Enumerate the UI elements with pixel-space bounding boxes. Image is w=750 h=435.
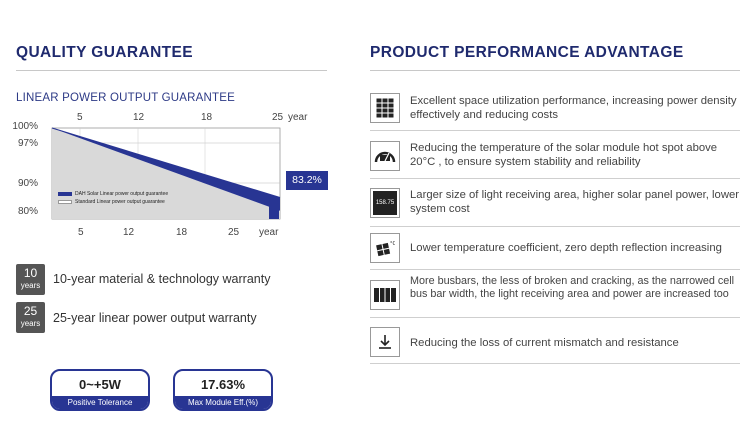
feature-divider [370, 226, 740, 227]
end-marker [269, 204, 279, 219]
svg-text:°C: °C [390, 241, 395, 247]
feature-text: Larger size of light receiving area, hig… [410, 189, 740, 215]
card-value: 0~+5W [79, 377, 121, 392]
badge-unit: years [20, 319, 41, 328]
badge-number: 25 [23, 304, 38, 318]
warranty-text-power: 25-year linear power output warranty [53, 311, 257, 325]
warranty-text-material: 10-year material & technology warranty [53, 272, 271, 286]
feature-text: More busbars, the less of broken and cra… [410, 275, 735, 300]
x-tick-bottom: 12 [123, 227, 135, 238]
legend-item-standard: Standard Linear power output guarantee [58, 198, 168, 206]
temperature-coefficient-icon: °C [370, 233, 400, 263]
feature-divider [370, 130, 740, 131]
temperature-gauge-icon [370, 141, 400, 171]
badge-number: 10 [23, 266, 38, 280]
x-unit-top: year [288, 112, 308, 123]
grid-panel-icon [370, 93, 400, 123]
legend-label: DAH Solar Linear power output guarantee [75, 191, 169, 197]
chart-legend: DAH Solar Linear power output guarantee … [58, 190, 168, 206]
x-tick-top: 25 [272, 112, 284, 123]
left-title-divider [16, 70, 327, 71]
x-tick-top: 18 [201, 112, 213, 123]
y-tick: 90% [17, 178, 38, 189]
legend-item-dah: DAH Solar Linear power output guarantee [58, 190, 168, 198]
x-tick-top: 12 [133, 112, 145, 123]
dah-series-line [51, 127, 281, 198]
busbar-cells-icon [370, 280, 400, 310]
x-tick-bottom: 25 [228, 227, 240, 238]
chart-subtitle: LINEAR POWER OUTPUT GUARANTEE [16, 92, 236, 104]
feature-divider [370, 363, 740, 364]
feature-text: Excellent space utilization performance,… [410, 95, 737, 121]
y-tick: 80% [17, 206, 38, 217]
card-label: Positive Tolerance [52, 396, 148, 409]
legend-label: Standard Linear power output guarantee [75, 199, 165, 205]
x-tick-bottom: 18 [176, 227, 188, 238]
badge-unit: years [20, 281, 41, 290]
wafer-size-label: 158.75 [373, 191, 397, 215]
warranty-badge-25: 25 years [16, 302, 45, 333]
feature-text: Reducing the loss of current mismatch an… [410, 337, 679, 349]
module-efficiency-card: 17.63% Max Module Eff.(%) [173, 369, 273, 411]
card-label: Max Module Eff.(%) [175, 396, 271, 409]
final-value-callout: 83.2% [286, 171, 328, 190]
x-unit-bottom: year [259, 227, 279, 238]
feature-divider [370, 317, 740, 318]
dah-series-wedge [52, 128, 280, 211]
quality-guarantee-title: QUALITY GUARANTEE [16, 44, 194, 61]
standard-series-area [52, 128, 280, 219]
wafer-size-icon: 158.75 [370, 188, 400, 218]
right-title-divider [370, 70, 740, 71]
feature-divider [370, 269, 740, 270]
down-arrow-icon [370, 327, 400, 357]
card-value: 17.63% [200, 377, 246, 392]
performance-advantage-title: PRODUCT PERFORMANCE ADVANTAGE [370, 44, 684, 61]
warranty-badge-10: 10 years [16, 264, 45, 295]
y-tick: 97% [17, 138, 38, 149]
feature-divider [370, 178, 740, 179]
feature-text: Reducing the temperature of the solar mo… [410, 142, 718, 168]
x-tick-top: 5 [77, 112, 83, 123]
x-tick-bottom: 5 [78, 227, 84, 238]
y-tick: 100% [12, 121, 38, 132]
positive-tolerance-card: 0~+5W Positive Tolerance [50, 369, 150, 411]
feature-text: Lower temperature coefficient, zero dept… [410, 242, 722, 254]
